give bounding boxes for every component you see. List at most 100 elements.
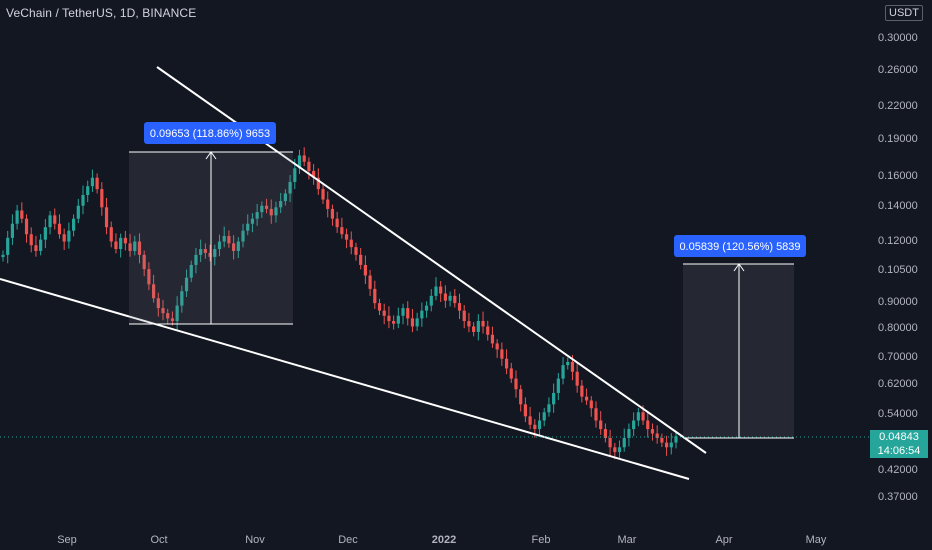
- candle-body: [326, 199, 330, 209]
- candle-body: [547, 404, 551, 413]
- candle-body: [288, 181, 292, 194]
- measure-2-label-box: [674, 235, 806, 257]
- x-tick-label: Apr: [715, 534, 732, 546]
- candle-body: [641, 412, 645, 421]
- y-tick-label: 0.80000: [878, 322, 918, 334]
- candle-body: [170, 318, 175, 322]
- candle-body: [344, 234, 349, 240]
- candle-body: [71, 218, 76, 231]
- candle-body: [189, 264, 193, 278]
- y-tick-label: 0.16000: [878, 170, 918, 182]
- x-tick-label: Oct: [150, 534, 167, 546]
- candle-body: [133, 241, 137, 251]
- candle-body: [490, 334, 495, 344]
- candle-body: [142, 254, 146, 270]
- candle-body: [504, 358, 509, 369]
- candle-body: [48, 215, 52, 228]
- candle-body: [472, 326, 476, 332]
- candle-body: [495, 343, 499, 350]
- candle-body: [368, 275, 372, 289]
- candle-body: [448, 295, 452, 301]
- x-tick-label: 2022: [432, 534, 456, 546]
- candle-body: [184, 277, 189, 292]
- candle-body: [627, 429, 631, 438]
- candle-body: [90, 177, 95, 187]
- candle-body: [316, 177, 320, 190]
- candle-body: [15, 210, 19, 224]
- candle-body: [453, 295, 457, 304]
- candle-body: [636, 412, 640, 421]
- x-tick-label: Feb: [532, 534, 551, 546]
- candle-body: [340, 227, 344, 235]
- x-tick-label: Nov: [245, 534, 265, 546]
- candle-body: [1, 254, 5, 258]
- candle-body: [429, 295, 433, 306]
- candle-body: [424, 305, 429, 311]
- candle-body: [222, 236, 226, 242]
- candle-body: [232, 243, 236, 251]
- candle-body: [330, 208, 335, 219]
- candle-body: [156, 298, 160, 309]
- candle-body: [321, 189, 325, 200]
- candle-body: [227, 236, 231, 244]
- candle-body: [396, 315, 400, 324]
- candle-body: [514, 378, 518, 390]
- candle-body: [335, 218, 339, 228]
- candle-body: [137, 241, 142, 255]
- current-price-value: 0.04843: [879, 431, 919, 443]
- measure-1-label: 0.09653 (118.86%) 9653: [150, 128, 270, 140]
- candle-body: [208, 252, 212, 257]
- candle-body: [10, 223, 15, 238]
- candle-body: [373, 288, 377, 304]
- candle-body: [34, 245, 38, 251]
- y-tick-label: 0.12000: [878, 235, 918, 247]
- y-tick-label: 0.26000: [878, 64, 918, 76]
- y-tick-label: 0.62000: [878, 378, 918, 390]
- y-tick-label: 0.37000: [878, 491, 918, 503]
- candle-body: [401, 308, 405, 316]
- candle-body: [594, 408, 598, 421]
- candle-body: [100, 189, 104, 208]
- candle-body: [443, 293, 447, 301]
- candle-body: [241, 230, 245, 242]
- candle-body: [561, 365, 565, 379]
- measure-1-label-box: [144, 122, 276, 144]
- candle-body: [462, 310, 466, 322]
- candle-body: [123, 237, 127, 244]
- candle-body: [528, 416, 532, 425]
- y-tick-label: 0.54000: [878, 408, 918, 420]
- candle-body: [29, 234, 33, 246]
- drawing-overlays: 0.09653 (118.86%) 9653 0.05839 (120.56%) …: [0, 66, 870, 480]
- candle-body: [664, 442, 669, 448]
- candle-body: [552, 392, 556, 405]
- lower-trendline: [0, 278, 690, 480]
- candle-body: [655, 433, 659, 438]
- candle-body: [566, 361, 570, 366]
- candle-body: [359, 254, 363, 265]
- candle-body: [617, 447, 622, 453]
- y-tick-label: 0.14000: [878, 200, 918, 212]
- candle-body: [250, 218, 255, 224]
- candle-body: [312, 170, 316, 178]
- candle-body: [203, 249, 207, 253]
- candle-body: [632, 420, 636, 430]
- x-tick-label: May: [806, 534, 827, 546]
- candle-body: [213, 249, 217, 257]
- chart-title: VeChain / TetherUS, 1D, BINANCE: [6, 6, 197, 20]
- candle-body: [660, 438, 664, 443]
- y-tick-label: 0.90000: [878, 296, 918, 308]
- candle-body: [556, 378, 560, 393]
- countdown-timer: 14:06:54: [877, 445, 921, 457]
- candle-body: [246, 223, 250, 231]
- y-tick-label: 0.30000: [878, 32, 918, 44]
- candle-body: [274, 207, 278, 216]
- candle-body: [6, 237, 10, 255]
- candle-body: [128, 243, 132, 251]
- candle-body: [570, 361, 575, 372]
- x-tick-label: Dec: [338, 534, 358, 546]
- candle-body: [363, 264, 367, 276]
- candle-body: [307, 161, 311, 171]
- candle-body: [175, 305, 179, 322]
- currency-badge[interactable]: USDT: [885, 5, 923, 21]
